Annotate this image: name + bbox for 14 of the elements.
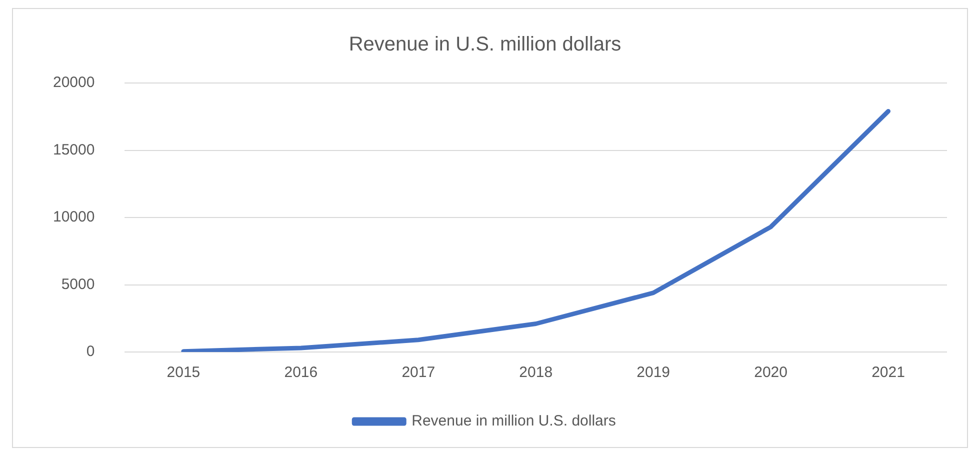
y-tick-label: 15000 (52, 141, 95, 158)
x-tick-label: 2020 (754, 364, 788, 382)
chart-title: Revenue in U.S. million dollars (348, 34, 622, 56)
legend-label: Revenue in million U.S. dollars (412, 412, 616, 430)
y-tick-label: 5000 (61, 276, 95, 293)
x-tick-label: 2016 (284, 364, 318, 382)
y-tick-label: 20000 (52, 74, 95, 92)
y-tick-label: 0 (86, 343, 95, 360)
x-tick-label: 2018 (519, 364, 553, 382)
x-tick-label: 2015 (166, 364, 200, 382)
y-tick-label: 10000 (52, 208, 95, 226)
x-tick-label: 2017 (402, 364, 436, 382)
x-tick-label: 2021 (872, 364, 905, 382)
x-tick-label: 2019 (636, 364, 670, 382)
